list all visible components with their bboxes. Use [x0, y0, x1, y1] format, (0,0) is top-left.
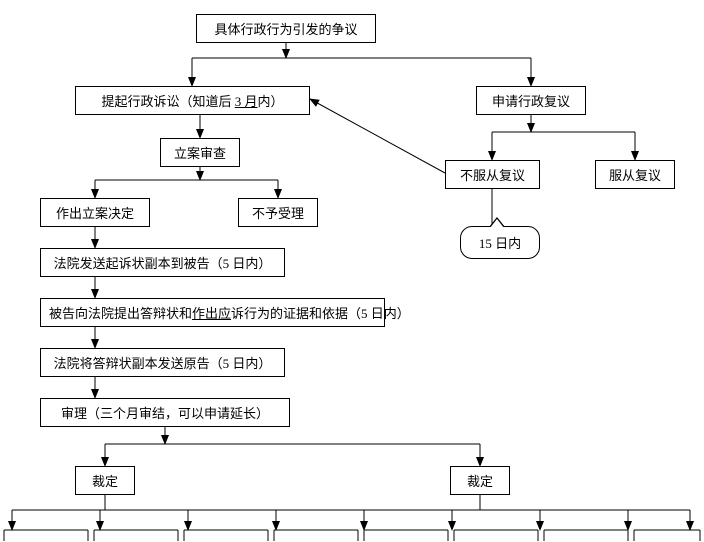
flow-node-send1: 法院发送起诉状副本到被告（5 日内）	[40, 248, 285, 277]
flow-node-send2: 法院将答辩状副本发送原告（5 日内）	[40, 348, 285, 377]
flow-node-label: 作出立案决定	[56, 206, 134, 221]
flow-node-label: 提起行政诉讼（知道后 3 月内）	[101, 94, 283, 109]
flow-node-accept: 作出立案决定	[40, 198, 150, 227]
flow-node-callout: 15 日内	[460, 226, 540, 259]
flow-node-label: 法院将答辩状副本发送原告（5 日内）	[54, 356, 272, 371]
flow-node-label: 法院发送起诉状副本到被告（5 日内）	[54, 256, 272, 271]
flow-node-disobey: 不服从复议	[445, 160, 540, 189]
flow-node-trial: 审理（三个月审结，可以申请延长）	[40, 398, 290, 427]
flow-node-rule1: 裁定	[75, 466, 135, 495]
flow-node-obey: 服从复议	[595, 160, 675, 189]
flow-node-label: 具体行政行为引发的争议	[214, 22, 357, 37]
flow-node-label: 不服从复议	[460, 168, 525, 183]
flow-node-rule2: 裁定	[450, 466, 510, 495]
flow-node-label: 被告向法院提出答辩状和作出应诉行为的证据和依据（5 日内）	[49, 306, 410, 321]
flow-node-apply: 申请行政复议	[476, 86, 586, 115]
flow-node-label: 裁定	[467, 474, 493, 489]
flow-node-label: 申请行政复议	[492, 94, 570, 109]
flow-node-label: 立案审查	[174, 146, 226, 161]
flow-node-label: 不予受理	[252, 206, 304, 221]
flow-node-label: 服从复议	[609, 168, 661, 183]
flow-node-reject: 不予受理	[238, 198, 318, 227]
flow-node-label: 裁定	[92, 474, 118, 489]
flow-node-root: 具体行政行为引发的争议	[196, 14, 376, 43]
flow-node-label: 15 日内	[479, 236, 521, 251]
flow-node-label: 审理（三个月审结，可以申请延长）	[61, 406, 269, 421]
flow-node-file: 提起行政诉讼（知道后 3 月内）	[75, 86, 310, 115]
flow-node-review: 立案审查	[160, 138, 240, 167]
flow-node-defend: 被告向法院提出答辩状和作出应诉行为的证据和依据（5 日内）	[40, 298, 385, 327]
